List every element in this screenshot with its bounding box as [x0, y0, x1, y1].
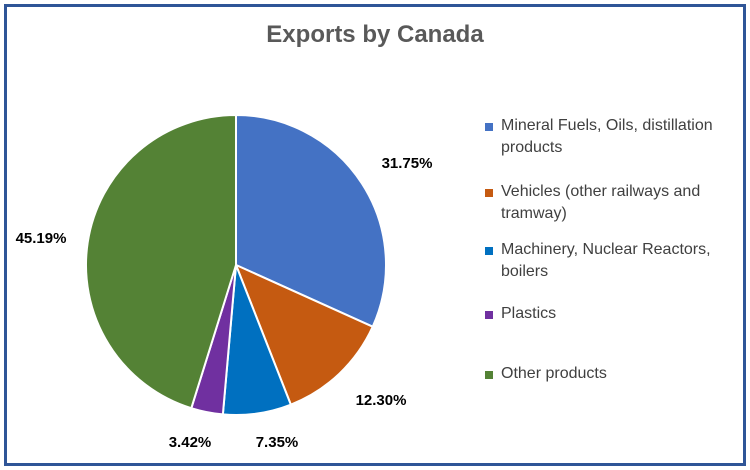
legend-item: Plastics: [485, 303, 741, 325]
chart-frame: Exports by Canada 31.75% 12.30% 7.35% 3.42%…: [4, 4, 746, 466]
pie-slice: [85, 113, 237, 410]
slice-data-label: 45.19%: [16, 230, 67, 247]
legend-swatch: [485, 371, 493, 379]
legend-swatch: [485, 123, 493, 131]
legend-label: Vehicles (other railways and tramway): [501, 183, 701, 222]
legend-swatch: [485, 247, 493, 255]
slice-data-label: 12.30%: [356, 392, 407, 409]
pie-chart: 31.75% 12.30% 7.35% 3.42% 45.19%: [16, 113, 433, 451]
legend-label: Other products: [501, 365, 607, 382]
legend-swatch: [485, 189, 493, 197]
legend-item: Other products: [485, 363, 741, 385]
pie-slice: [235, 113, 387, 329]
slice-data-label: 3.42%: [169, 434, 212, 451]
legend-label: Plastics: [501, 305, 557, 322]
chart-title: Exports by Canada: [266, 21, 484, 48]
legend-item: Mineral Fuels, Oils, distillation produc…: [485, 115, 741, 159]
legend-item: Machinery, Nuclear Reactors, boilers: [485, 239, 741, 283]
pie-slice: [234, 263, 375, 406]
slice-data-label: 7.35%: [256, 434, 299, 451]
legend-label: Mineral Fuels, Oils, distillation produc…: [501, 117, 713, 156]
slice-data-label: 31.75%: [382, 155, 433, 172]
legend-item: Vehicles (other railways and tramway): [485, 181, 741, 225]
legend-label: Machinery, Nuclear Reactors, boilers: [501, 241, 711, 280]
legend-swatch: [485, 311, 493, 319]
